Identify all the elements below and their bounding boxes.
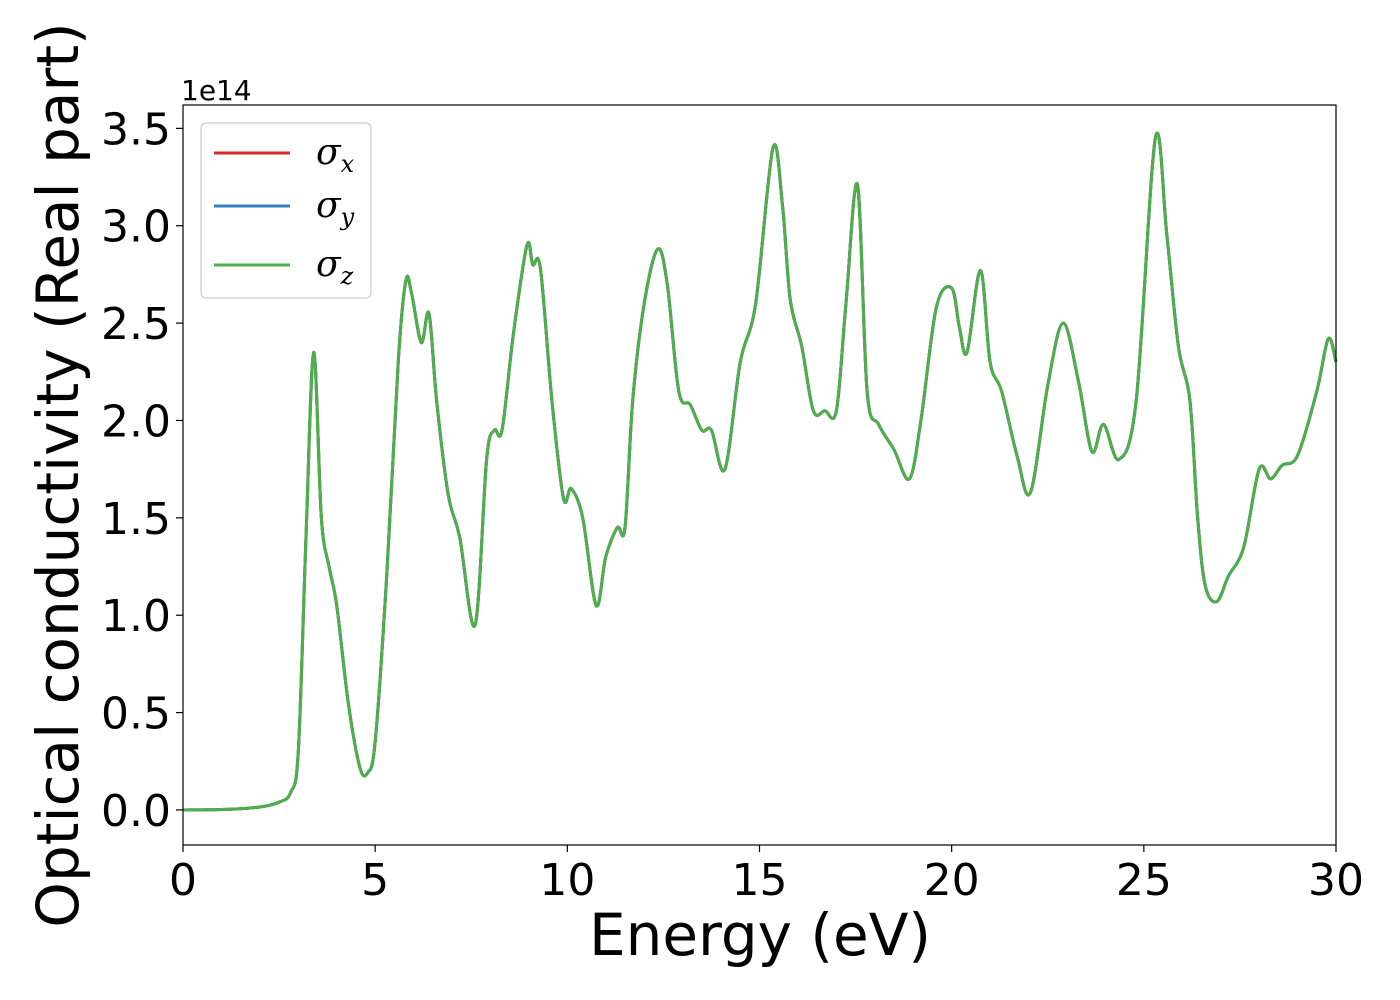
x-tick-label: 15	[732, 855, 788, 906]
x-tick-label: 30	[1308, 855, 1364, 906]
y-tick-label: 2.0	[101, 396, 171, 447]
y-tick-label: 3.5	[101, 104, 171, 155]
legend-box	[200, 122, 372, 299]
y-offset-label: 1e14	[181, 74, 252, 107]
legend-label-y: σy	[316, 185, 355, 231]
y-tick-label: 1.0	[101, 591, 171, 642]
y-axis: 0.0 0.5 1.0 1.5 2.0 2.5 3.0 3.5	[101, 104, 183, 837]
x-axis: 0 5 10 15 20 25 30	[169, 845, 1364, 906]
y-axis-label: Optical conductivity (Real part)	[24, 22, 92, 927]
series-group	[182, 131, 1338, 812]
y-tick-label: 0.0	[101, 786, 171, 837]
x-tick-label: 25	[1116, 855, 1172, 906]
plot-background	[183, 105, 1336, 845]
y-tick-label: 0.5	[101, 689, 171, 740]
x-tick-label: 0	[169, 855, 197, 906]
y-tick-label: 3.0	[101, 202, 171, 253]
x-tick-label: 10	[539, 855, 595, 906]
legend-label-x: σx	[316, 132, 355, 178]
y-tick-label: 2.5	[101, 299, 171, 350]
legend: σx σy σz	[200, 122, 372, 299]
x-tick-label: 5	[361, 855, 389, 906]
series-line-z	[182, 131, 1338, 812]
x-tick-label: 20	[924, 855, 980, 906]
y-tick-label: 1.5	[101, 494, 171, 545]
x-axis-label: Energy (eV)	[589, 901, 931, 969]
legend-label-z: σz	[316, 244, 354, 290]
